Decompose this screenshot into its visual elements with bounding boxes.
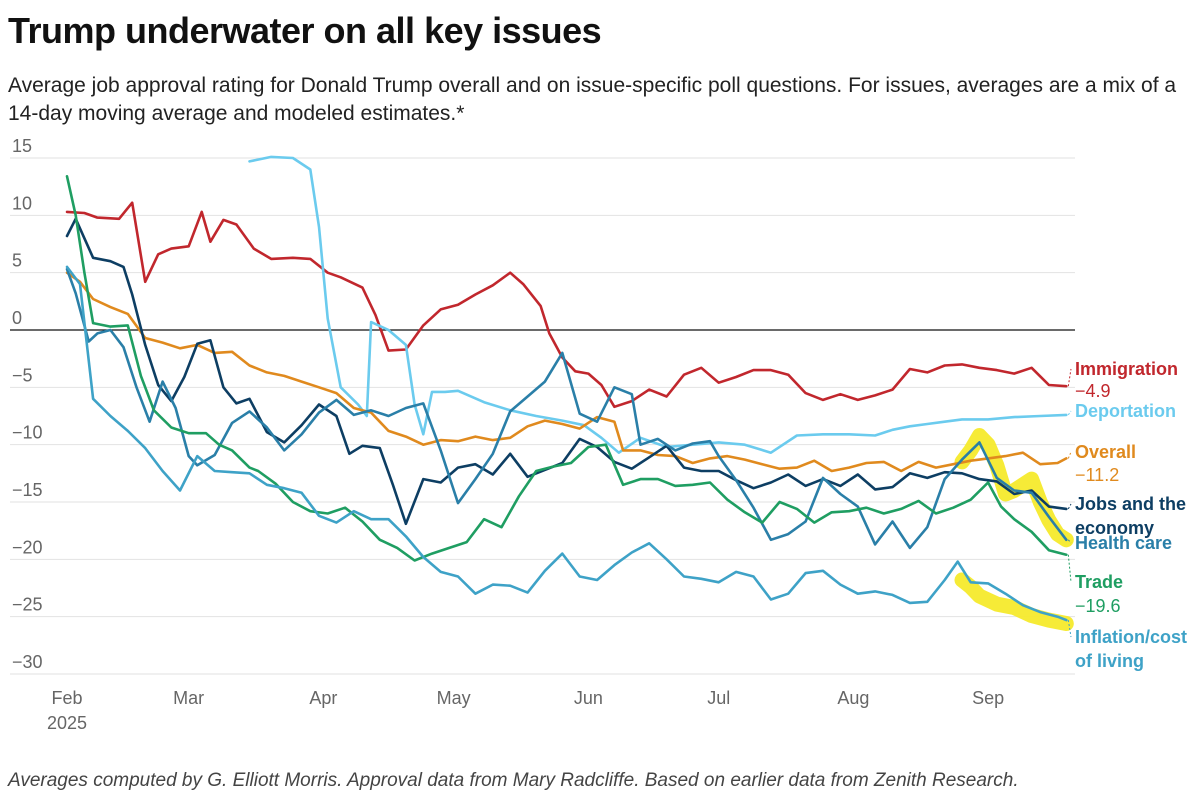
- x-tick-label: Mar: [173, 688, 204, 708]
- series-label-overall: Overall: [1075, 442, 1136, 462]
- x-tick-label: Apr: [309, 688, 337, 708]
- chart-title: Trump underwater on all key issues: [8, 10, 602, 51]
- series-end-value-immigration: −4.9: [1075, 381, 1111, 401]
- label-leader-immigration: [1067, 368, 1072, 387]
- label-leader-deportation: [1067, 410, 1072, 416]
- y-tick-label: −25: [12, 595, 43, 615]
- series-label-immigration: Immigration: [1075, 359, 1178, 379]
- highlight-band: [954, 428, 1074, 548]
- series-label-trade: Trade: [1075, 572, 1123, 592]
- label-leader-health-care: [1067, 539, 1072, 544]
- y-tick-label: −10: [12, 423, 43, 443]
- series-line-inflation-cost-of-living: [65, 265, 1068, 622]
- y-tick-label: 0: [12, 308, 22, 328]
- series-label-jobs-and-the-economy: Jobs and the: [1075, 494, 1186, 514]
- y-tick-label: 15: [12, 136, 32, 156]
- x-tick-label: Jun: [574, 688, 603, 708]
- label-leader-jobs-and-the-economy: [1067, 503, 1072, 510]
- series-line-health-care: [65, 267, 1068, 550]
- series-line-jobs-and-the-economy: [65, 217, 1068, 526]
- x-tick-label: Sep: [972, 688, 1004, 708]
- label-leader-trade: [1067, 554, 1072, 583]
- x-tick-label: May: [437, 688, 471, 708]
- series-label-health-care: Health care: [1075, 533, 1172, 553]
- chart-subtitle: Average job approval rating for Donald T…: [8, 74, 1177, 125]
- y-tick-label: −5: [12, 365, 33, 385]
- y-tick-label: −20: [12, 537, 43, 557]
- y-tick-label: −15: [12, 480, 43, 500]
- grid-layer: 15 10 5 0 −5 −10 −15 −20 −25 −30 Feb 2025 Mar Apr May J…: [10, 136, 1075, 733]
- series-label-inflation-cost-of-living: Inflation/cost: [1075, 627, 1187, 647]
- x-tick-label: Aug: [837, 688, 869, 708]
- label-leader-overall: [1067, 451, 1072, 459]
- label-leader-inflation-cost-of-living: [1067, 620, 1072, 638]
- x-tick-label: Feb: [51, 688, 82, 708]
- series-layer: [65, 155, 1068, 622]
- series-line-trade: [65, 175, 1068, 562]
- y-tick-label: 5: [12, 251, 22, 271]
- y-tick-label: −30: [12, 652, 43, 672]
- highlight-band: [954, 572, 1074, 631]
- series-label-deportation: Deportation: [1075, 401, 1176, 421]
- x-tick-sublabel: 2025: [47, 713, 87, 733]
- series-line-immigration: [65, 201, 1068, 409]
- series-label-inflation-cost-of-living-line2: of living: [1075, 651, 1144, 671]
- source-note: Averages computed by G. Elliott Morris. …: [8, 770, 1019, 791]
- series-end-value-trade: −19.6: [1075, 596, 1121, 616]
- x-tick-label: Jul: [707, 688, 730, 708]
- series-end-value-overall: −11.2: [1075, 465, 1119, 485]
- y-tick-label: 10: [12, 193, 32, 213]
- series-label-jobs-and-the-economy-line2: economy: [1075, 518, 1154, 538]
- series-line-overall: [65, 271, 1068, 473]
